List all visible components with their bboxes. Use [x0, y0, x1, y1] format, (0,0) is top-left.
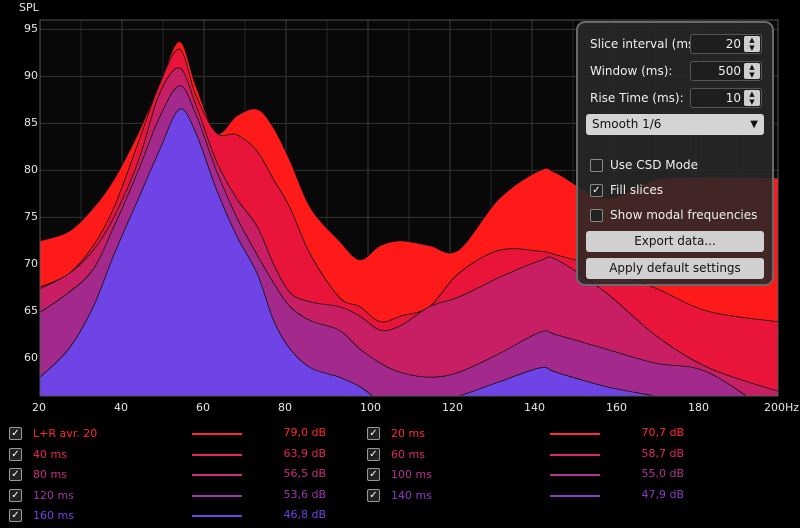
legend-checkbox[interactable]: ✓: [367, 468, 380, 481]
legend-value: 53,6 dB: [283, 487, 326, 501]
y-tick-label: 80: [24, 163, 38, 177]
spinner-arrows-icon[interactable]: ▲ ▼: [744, 36, 760, 52]
spinner-arrows-icon[interactable]: ▲ ▼: [744, 90, 760, 106]
rise-time-label: Rise Time (ms):: [590, 91, 684, 105]
y-tick-label: 60: [24, 351, 38, 365]
x-tick-label: 160: [606, 401, 627, 414]
rise-time-value: 10: [725, 91, 741, 105]
x-tick-label: 40: [114, 401, 128, 414]
legend-label: 120 ms: [33, 488, 74, 502]
legend-checkbox[interactable]: ✓: [9, 427, 22, 440]
x-tick-label: 180: [688, 401, 709, 414]
legend-label: 20 ms: [391, 427, 425, 440]
legend-label: 80 ms: [33, 468, 67, 481]
y-tick-label: 75: [24, 210, 38, 224]
legend-label: 160 ms: [33, 509, 74, 522]
legend-checkbox[interactable]: ✓: [367, 447, 380, 461]
modal-frequencies-label: Show modal frequencies: [610, 208, 758, 222]
legend-checkbox[interactable]: ✓: [9, 488, 22, 502]
fill-slices-checkbox[interactable]: ✓: [590, 184, 603, 197]
legend-swatch: [192, 433, 242, 435]
legend-value: 47,9 dB: [641, 487, 684, 501]
chevron-down-icon: ▼: [750, 119, 758, 130]
legend-checkbox[interactable]: ✓: [9, 468, 22, 481]
legend-checkbox[interactable]: ✓: [9, 447, 22, 461]
legend-swatch: [192, 515, 242, 517]
y-tick-label: 85: [24, 116, 38, 130]
legend-checkbox[interactable]: ✓: [367, 427, 380, 440]
legend-value: 70,7 dB: [641, 426, 684, 439]
smoothing-select[interactable]: Smooth 1/6 ▼: [586, 114, 764, 135]
spinner-arrows-icon[interactable]: ▲ ▼: [744, 63, 760, 79]
legend-swatch: [192, 453, 242, 456]
legend-value: 46,8 dB: [283, 508, 326, 521]
modal-frequencies-checkbox[interactable]: [590, 209, 603, 222]
use-csd-toggle[interactable]: Use CSD Mode: [590, 156, 698, 174]
window-label: Window (ms):: [590, 64, 673, 78]
x-tick-label: 140: [524, 401, 545, 414]
plot-frame: [39, 19, 779, 397]
y-tick-label: 95: [24, 22, 38, 36]
legend-value: 58,7 dB: [641, 446, 684, 460]
x-tick-label: 60: [196, 401, 210, 414]
rise-time-spinner[interactable]: 10 ▲ ▼: [690, 88, 762, 108]
legend-label: 100 ms: [391, 468, 432, 481]
legend-swatch: [550, 433, 600, 435]
x-tick-label: 120: [442, 401, 463, 414]
legend-checkbox[interactable]: ✓: [367, 488, 380, 502]
settings-panel: Slice interval (ms): 20 ▲ ▼ Window (ms): …: [576, 21, 774, 286]
fill-slices-label: Fill slices: [610, 183, 663, 197]
y-tick-label: 70: [24, 257, 38, 271]
series-area: [40, 108, 778, 396]
legend-swatch: [192, 474, 242, 476]
legend-swatch: [550, 453, 600, 456]
y-tick-label: 65: [24, 304, 38, 318]
fill-slices-toggle[interactable]: ✓ Fill slices: [590, 181, 663, 199]
window-spinner[interactable]: 500 ▲ ▼: [690, 61, 762, 81]
use-csd-label: Use CSD Mode: [610, 158, 698, 172]
legend-swatch: [192, 494, 242, 497]
legend-label: 60 ms: [391, 447, 425, 461]
apply-default-settings-button[interactable]: Apply default settings: [586, 258, 764, 279]
legend-label: L+R avr. 20: [33, 427, 98, 440]
slice-interval-label: Slice interval (ms):: [590, 37, 703, 51]
legend-label: 40 ms: [33, 447, 67, 461]
y-tick-label: 90: [24, 69, 38, 83]
legend-checkbox[interactable]: ✓: [9, 509, 22, 522]
smoothing-value: Smooth 1/6: [592, 117, 662, 131]
legend-label: 140 ms: [391, 488, 432, 502]
x-tick-label: 20: [32, 401, 46, 414]
modal-frequencies-toggle[interactable]: Show modal frequencies: [590, 206, 757, 224]
legend-value: 56,5 dB: [283, 467, 326, 480]
legend-value: 63,9 dB: [283, 446, 326, 460]
legend-value: 79,0 dB: [283, 426, 326, 439]
x-tick-label: 80: [278, 401, 292, 414]
legend-value: 55,0 dB: [641, 467, 684, 480]
x-tick-label: 100: [360, 401, 381, 414]
slice-interval-spinner[interactable]: 20 ▲ ▼: [690, 34, 762, 54]
export-data-button[interactable]: Export data...: [586, 231, 764, 252]
y-axis-label: SPL: [19, 1, 39, 14]
window-value: 500: [718, 64, 741, 78]
slice-interval-value: 20: [725, 37, 741, 51]
x-tick-label: 200Hz: [764, 401, 800, 414]
use-csd-checkbox[interactable]: [590, 159, 603, 172]
legend-swatch: [550, 474, 600, 476]
legend-swatch: [550, 494, 600, 497]
